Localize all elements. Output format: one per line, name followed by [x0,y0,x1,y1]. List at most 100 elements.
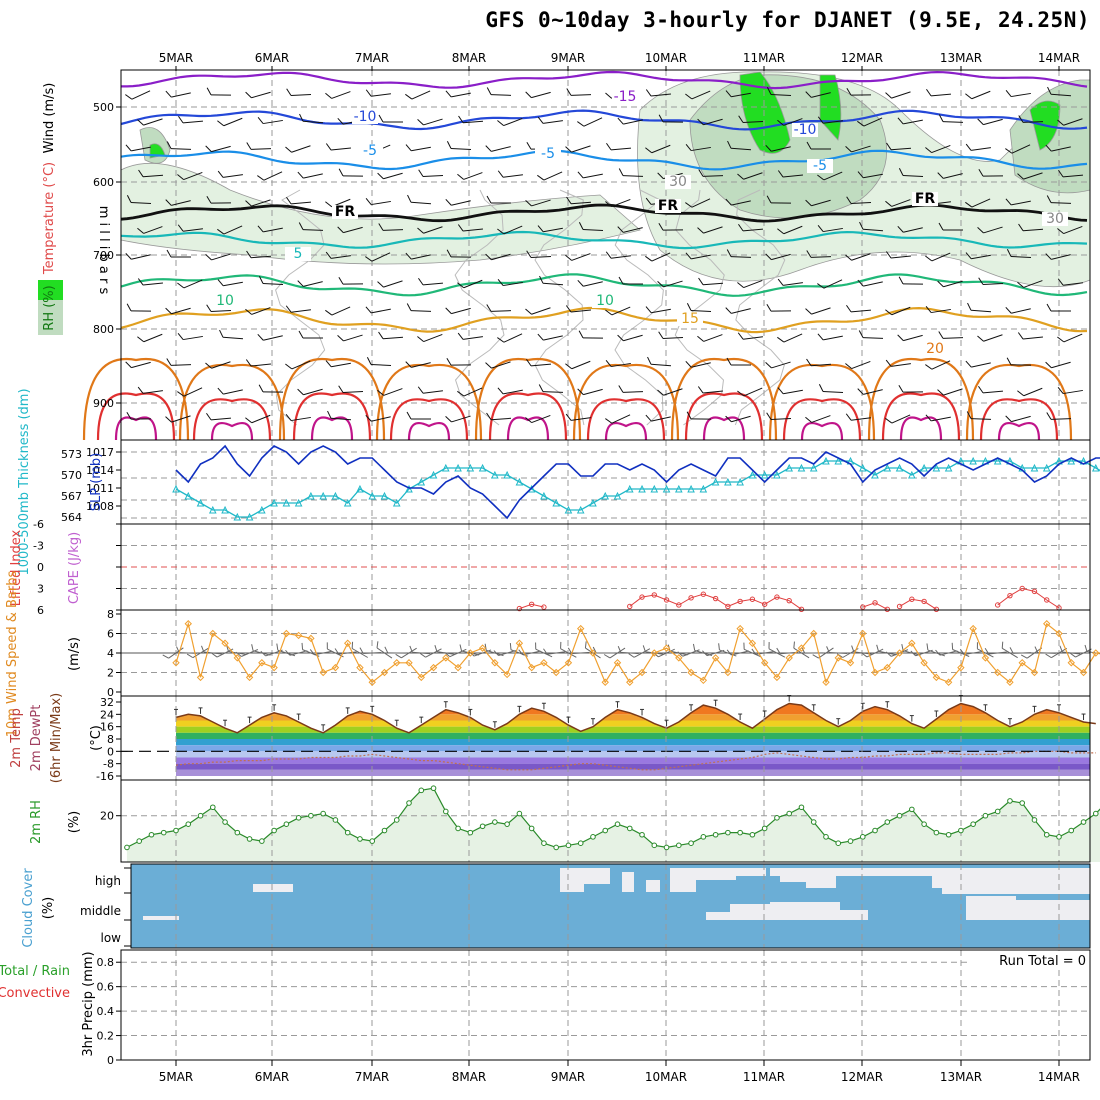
wind-barb [658,331,684,340]
thickness-point [233,512,242,521]
wind-barb-shaft [633,648,651,658]
axis-label-temp: 2m Temp [9,708,24,768]
wind-barb-flag [1006,249,1012,257]
wind-barb-flag [297,280,304,287]
wind-barb [686,411,712,420]
wind-barb-shaft [706,649,725,657]
wind-barb [845,253,871,261]
wind-barb [645,414,671,422]
contour-label-bg [332,205,358,219]
wind-barb [539,275,564,286]
wind-barb [826,646,848,654]
rh-point [124,844,130,851]
wind-barb-flag [445,307,452,314]
wind-barb-shaft [939,650,958,656]
wind-barb-flag [737,282,744,288]
wind-barb-flag [617,334,624,342]
rh-contour [734,189,786,426]
rh-point [222,819,228,825]
wind-barb-flag [1057,228,1064,234]
wind-barb-shaft [131,361,151,369]
wind-barb-flag [645,89,652,97]
wind-speed-point [515,639,524,647]
cape-point [860,604,866,610]
wind-barb-flag [966,411,972,419]
wind-barb-flag [258,384,264,393]
wind-barb-shaft [903,650,921,656]
rh-point [467,829,474,836]
cape-point [700,591,707,597]
wind-barb-flag [698,169,704,177]
wind-barb-shaft [1011,308,1031,314]
wind-barb [777,225,803,235]
wind-barb [486,412,512,421]
contour-label: FR [658,198,679,214]
thickness-point [675,484,683,493]
rh-point [921,821,927,827]
thickness-point [687,484,695,493]
wind-barb-flag [219,329,224,338]
tick-label: 1017 [86,446,114,459]
wind-barb [925,414,951,422]
wind-barb [166,249,191,258]
wind-barb [445,307,471,315]
wind-barb-flag [737,332,744,340]
contour-label-bg [792,123,818,137]
wind-barb [565,360,591,370]
wind-barb-flag [577,121,585,127]
wind-barb-shaft [651,252,671,262]
wind-barb-flag [577,388,584,395]
wind-barb [978,277,1004,286]
wind-barb-flag [978,168,984,177]
wind-barb-shaft [623,227,643,233]
wind-barb-shaft [863,281,883,287]
wind-barb [857,117,883,127]
thickness-point [760,470,769,479]
wind-speed-point [687,668,695,677]
wind-barb [217,225,243,235]
rh-point [418,787,425,794]
wind-barb-flag [692,643,696,651]
wind-barb-flag [325,360,332,368]
wind-barb [657,388,683,396]
wind-barb [885,199,911,207]
wind-barb-flag [526,250,532,258]
wind-barb-shaft [988,651,1007,655]
wind-barb [297,388,323,396]
wind-barb-flag [805,308,812,315]
wind-barb [818,384,844,394]
wind-barb [538,384,564,393]
wind-barb [737,172,763,180]
wind-barb-flag [897,117,904,125]
rh-point [443,808,449,815]
wind-barb-flag [257,225,264,233]
wind-barb-flag [166,141,172,149]
wind-barb [845,145,871,153]
wind-barb [1046,195,1072,204]
wind-barb-shaft [783,225,803,235]
wind-barb [444,648,467,658]
wind-barb-flag [886,142,892,150]
wind-barb [645,89,671,97]
wind-barb-flag [286,88,292,96]
wind-barb-shaft [503,333,523,343]
wind-barb [618,168,644,177]
wind-barb [1034,646,1056,654]
wind-barb-shaft [1050,202,1072,204]
wind-barb-flag [245,91,252,99]
wind-barb-flag [1057,119,1064,126]
wind-barb [257,171,283,181]
wind-barb-shaft [130,201,152,205]
wind-barb-flag [525,200,532,207]
wind-barb-flag [806,141,812,150]
wind-barb-shaft [382,229,404,231]
wind-barb-shaft [422,282,444,286]
wind-barb-flag [617,645,622,653]
rh-point [148,831,155,838]
date-label-top: 14MAR [1038,51,1080,65]
isotherm-minus10 [120,109,1088,131]
thickness-point [1030,463,1039,472]
wind-barb [1005,198,1031,206]
wind-barb [405,361,431,368]
wind-barb [126,195,152,205]
